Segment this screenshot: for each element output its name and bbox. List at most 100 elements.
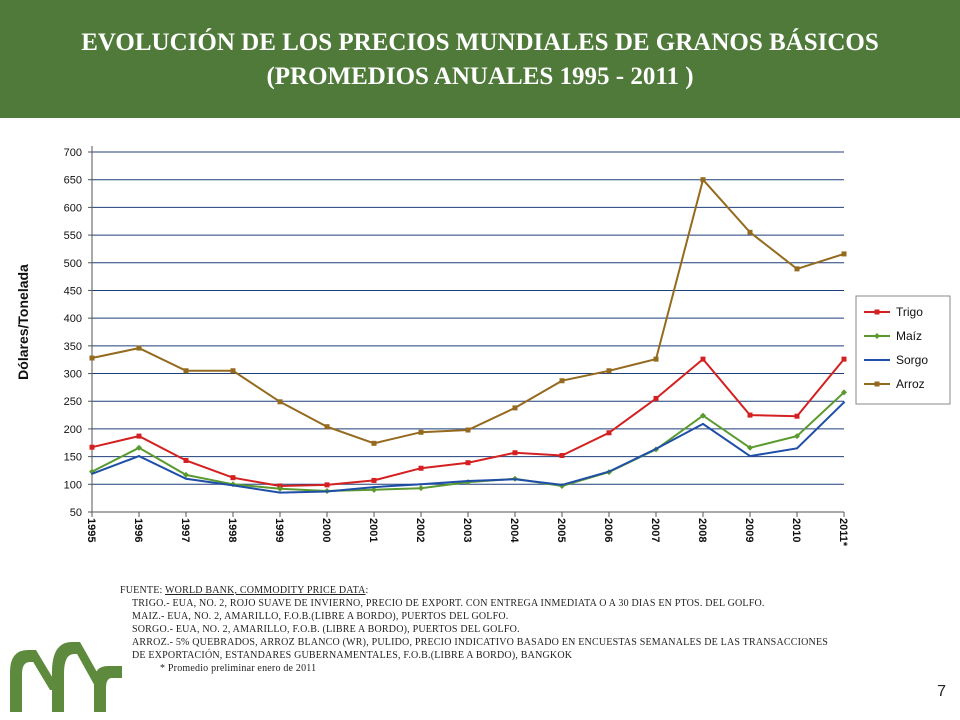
series-line-maiz	[91, 391, 845, 493]
data-point-trigo	[841, 356, 847, 362]
data-point-arroz	[230, 368, 236, 374]
data-point-arroz	[841, 251, 847, 257]
data-point-sorgo	[749, 455, 751, 458]
data-point-arroz	[559, 378, 565, 384]
data-point-maiz	[277, 485, 283, 492]
y-tick-label: 600	[64, 202, 82, 214]
y-axis-ticks: 50 100 150 200 250 300 350 400 450 500 550 600 650 70…	[64, 147, 92, 519]
x-tick-label: 2003	[461, 518, 473, 542]
legend-label-maiz: Maíz	[896, 329, 922, 343]
data-point-arroz	[794, 266, 800, 272]
data-point-trigo	[136, 433, 142, 439]
x-tick-label: 2009	[743, 518, 755, 542]
note-sorgo: SORGO.- EUA, NO. 2, AMARILLO, F.O.B. (LI…	[132, 624, 520, 635]
source-notes: FUENTE: WORLD BANK, COMMODITY PRICE DATA…	[120, 584, 950, 675]
data-point-trigo	[512, 450, 518, 456]
data-point-maiz	[747, 444, 753, 451]
data-point-arroz	[606, 368, 612, 374]
data-point-trigo	[371, 477, 377, 483]
x-tick-label: 1999	[273, 518, 285, 542]
data-point-sorgo	[185, 477, 187, 480]
data-point-sorgo	[655, 447, 657, 450]
data-point-sorgo	[608, 470, 610, 473]
x-tick-label: 2004	[508, 518, 520, 543]
data-point-maiz	[700, 412, 706, 419]
note-trigo: TRIGO.- EUA, NO. 2, ROJO SUAVE DE INVIER…	[132, 598, 765, 609]
y-tick-label: 150	[64, 452, 82, 464]
data-point-sorgo	[420, 483, 422, 486]
data-point-trigo	[465, 460, 471, 466]
note-arroz-1: ARROZ.- 5% QUEBRADOS, ARROZ BLANCO (WR),…	[132, 637, 829, 648]
data-point-sorgo	[326, 490, 328, 493]
data-point-trigo	[559, 453, 565, 459]
page-number: 7	[937, 683, 946, 700]
data-point-maiz	[183, 471, 189, 478]
x-tick-label: 2000	[320, 518, 332, 542]
y-tick-label: 50	[70, 507, 82, 519]
title-line-2: (PROMEDIOS ANUALES 1995 - 2011 )	[266, 63, 694, 90]
data-point-arroz	[512, 405, 518, 411]
legend-marker-arroz	[874, 381, 880, 387]
x-tick-label: 2008	[696, 518, 708, 542]
data-point-arroz	[747, 229, 753, 235]
data-point-maiz	[136, 444, 142, 451]
x-tick-label: 1995	[85, 518, 97, 542]
data-point-sorgo	[91, 472, 93, 475]
data-point-maiz	[794, 433, 800, 440]
data-point-sorgo	[514, 478, 516, 481]
data-point-sorgo	[843, 401, 845, 404]
y-axis-label: Dólares/Tonelada	[15, 264, 31, 380]
data-point-arroz	[465, 427, 471, 433]
y-tick-label: 100	[64, 479, 82, 491]
data-point-sorgo	[702, 422, 704, 425]
source-suffix: :	[365, 585, 369, 596]
legend-label-arroz: Arroz	[896, 377, 925, 391]
source-name: WORLD BANK, COMMODITY PRICE DATA	[165, 585, 366, 596]
data-point-arroz	[653, 356, 659, 362]
y-tick-label: 400	[64, 313, 82, 325]
y-tick-label: 450	[64, 285, 82, 297]
chart-series	[89, 177, 847, 494]
y-tick-label: 300	[64, 369, 82, 381]
source-label: FUENTE:	[120, 585, 166, 596]
data-point-arroz	[371, 440, 377, 446]
x-tick-label: 2007	[649, 518, 661, 542]
organization-logo-icon	[10, 642, 122, 712]
data-point-trigo	[183, 457, 189, 463]
source-line: FUENTE: WORLD BANK, COMMODITY PRICE DATA…	[120, 584, 950, 597]
y-tick-label: 500	[64, 258, 82, 270]
legend-marker-trigo	[874, 309, 880, 315]
data-point-sorgo	[796, 447, 798, 450]
data-point-arroz	[418, 429, 424, 435]
data-point-arroz	[183, 368, 189, 374]
x-tick-label: 1998	[226, 518, 238, 542]
data-point-trigo	[606, 430, 612, 436]
data-point-arroz	[136, 345, 142, 351]
series-line-trigo	[91, 357, 845, 488]
data-point-sorgo	[138, 455, 140, 458]
y-tick-label: 550	[64, 230, 82, 242]
data-point-trigo	[230, 475, 236, 481]
x-tick-label: 2011*	[837, 518, 849, 547]
data-point-trigo	[653, 395, 659, 401]
data-point-trigo	[418, 465, 424, 471]
note-arroz-2: DE EXPORTACIÓN, ESTANDARES GUBERNAMENTAL…	[132, 650, 573, 661]
y-tick-label: 700	[64, 147, 82, 159]
x-tick-label: 1997	[179, 518, 191, 542]
data-point-trigo	[89, 444, 95, 450]
data-point-maiz	[418, 485, 424, 492]
data-point-maiz	[371, 486, 377, 493]
data-point-arroz	[277, 399, 283, 405]
x-tick-label: 2010	[790, 518, 802, 542]
data-point-trigo	[324, 482, 330, 488]
legend-marker-maiz	[874, 333, 880, 339]
data-point-trigo	[747, 412, 753, 418]
series-line-arroz	[91, 177, 845, 445]
chart-legend: Trigo Maíz Sorgo Arroz	[855, 295, 951, 405]
y-tick-label: 250	[64, 396, 82, 408]
x-tick-label: 2001	[367, 518, 379, 542]
data-point-sorgo	[373, 486, 375, 489]
y-tick-label: 350	[64, 341, 82, 353]
title-line-1: EVOLUCIÓN DE LOS PRECIOS MUNDIALES DE GR…	[81, 29, 879, 56]
data-point-trigo	[794, 413, 800, 419]
